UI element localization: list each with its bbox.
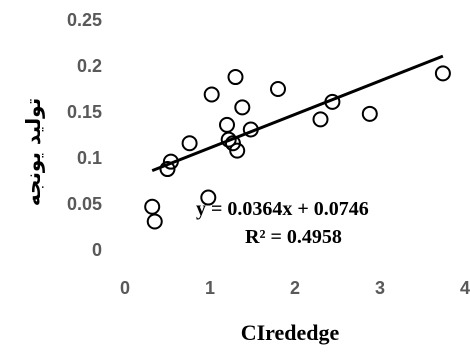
x-tick-label: 1 bbox=[205, 278, 215, 298]
y-tick-label: 0.15 bbox=[67, 102, 102, 122]
x-axis-ticks: 0 1 2 3 4 bbox=[120, 278, 470, 298]
data-point bbox=[219, 116, 235, 133]
data-point bbox=[270, 81, 286, 97]
data-points bbox=[144, 65, 451, 230]
r-squared-label: R² = 0.4958 bbox=[245, 226, 342, 248]
data-point bbox=[200, 189, 217, 206]
data-point bbox=[162, 153, 179, 170]
y-tick-label: 0.05 bbox=[67, 194, 102, 214]
y-tick-label: 0.2 bbox=[77, 56, 102, 76]
x-tick-label: 0 bbox=[120, 278, 130, 298]
x-tick-label: 3 bbox=[375, 278, 385, 298]
data-point bbox=[203, 86, 220, 103]
trendline bbox=[151, 54, 444, 173]
data-point bbox=[234, 99, 251, 116]
x-tick-label: 4 bbox=[460, 278, 470, 298]
data-point bbox=[361, 105, 378, 122]
data-point bbox=[181, 135, 198, 152]
y-axis-title: تولید یونجه bbox=[21, 98, 45, 206]
data-point bbox=[229, 142, 246, 159]
data-point bbox=[144, 198, 161, 215]
data-point bbox=[227, 69, 244, 86]
y-tick-label: 0 bbox=[92, 240, 102, 260]
data-point bbox=[220, 131, 237, 148]
data-point bbox=[324, 93, 341, 110]
data-point bbox=[242, 121, 259, 138]
x-tick-label: 2 bbox=[290, 278, 300, 298]
y-axis-ticks: 0 0.05 0.1 0.15 0.2 0.25 bbox=[67, 10, 102, 260]
equation-label: y = 0.0364x + 0.0746 bbox=[196, 198, 369, 220]
data-point bbox=[434, 65, 451, 82]
y-tick-label: 0.1 bbox=[77, 148, 102, 168]
data-point bbox=[146, 213, 163, 230]
data-point bbox=[159, 161, 176, 178]
x-axis-title: CIrededge bbox=[241, 320, 340, 345]
data-point bbox=[312, 111, 329, 128]
y-tick-label: 0.25 bbox=[67, 10, 102, 30]
